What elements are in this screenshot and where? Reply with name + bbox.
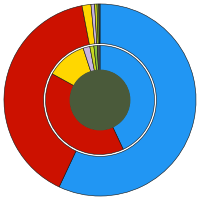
Wedge shape: [82, 4, 95, 45]
Wedge shape: [52, 48, 91, 86]
Wedge shape: [90, 46, 97, 71]
Wedge shape: [46, 74, 123, 154]
Wedge shape: [97, 4, 99, 44]
Wedge shape: [97, 46, 100, 70]
Wedge shape: [94, 46, 99, 70]
Wedge shape: [91, 4, 97, 44]
Wedge shape: [59, 4, 196, 196]
Wedge shape: [83, 47, 94, 72]
Wedge shape: [100, 46, 154, 149]
Wedge shape: [4, 6, 89, 187]
Circle shape: [70, 70, 130, 130]
Wedge shape: [99, 4, 100, 44]
Wedge shape: [95, 4, 98, 44]
